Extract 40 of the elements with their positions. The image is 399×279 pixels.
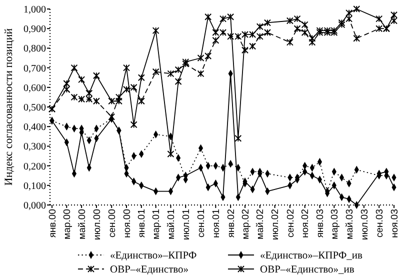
- y-tick-label: 0,700: [24, 63, 46, 74]
- y-tick-label: 0,000: [24, 200, 46, 212]
- x-tick-label: янв.02: [226, 209, 237, 238]
- x-tick-label: мар.01: [151, 209, 162, 240]
- y-tick-label: 0,800: [24, 44, 46, 55]
- x-tick-label: июл.01: [180, 209, 192, 240]
- legend-label: «Единство»–КПРФ: [110, 250, 197, 262]
- y-tick-label: 0,600: [24, 82, 46, 94]
- x-tick-label: ноя.00: [122, 209, 133, 238]
- x-tick-label: май.03: [344, 209, 356, 240]
- x-tick-label: май.01: [166, 209, 178, 240]
- x-tick-label: май.00: [76, 209, 88, 240]
- x-tick-label: янв.00: [47, 209, 58, 238]
- x-tick-label: сен.00: [106, 209, 118, 238]
- x-tick-label: янв.01: [136, 209, 148, 238]
- x-tick-label: сен.03: [374, 209, 386, 238]
- x-tick-label: мар.03: [329, 209, 340, 240]
- y-tick-label: 0,400: [24, 122, 46, 134]
- x-tick-label: июл.00: [92, 209, 103, 240]
- x-tick-label: ноя.02: [300, 209, 312, 238]
- y-tick-label: 1,000: [24, 4, 46, 16]
- x-tick-label: мар.00: [62, 209, 73, 240]
- y-tick-label: 0,300: [24, 142, 46, 153]
- legend-label: ОВР–«Единство»_ив: [260, 264, 354, 276]
- legend-label: «Единство»–КПРФ_ив: [260, 250, 363, 262]
- x-tick-label: июл.02: [270, 209, 282, 240]
- x-tick-label: ноя.01: [210, 209, 222, 238]
- x-tick-label: мар.02: [240, 209, 252, 240]
- y-tick-label: 0,100: [24, 180, 46, 192]
- y-tick-label: 0,500: [24, 102, 46, 114]
- y-tick-label: 0,200: [24, 161, 46, 172]
- x-tick-label: май.02: [255, 209, 266, 240]
- y-axis-title: Индекс согласованности позиций: [3, 28, 15, 186]
- x-tick-label: сен.02: [285, 209, 296, 238]
- x-tick-label: ноя.03: [389, 209, 399, 238]
- x-tick-label: сен.01: [196, 209, 208, 238]
- legend-label: ОВР–«Единство»: [110, 264, 189, 276]
- x-tick-label: июл.03: [359, 209, 370, 240]
- y-tick-label: 0,900: [24, 24, 46, 36]
- x-tick-label: янв.03: [315, 209, 326, 238]
